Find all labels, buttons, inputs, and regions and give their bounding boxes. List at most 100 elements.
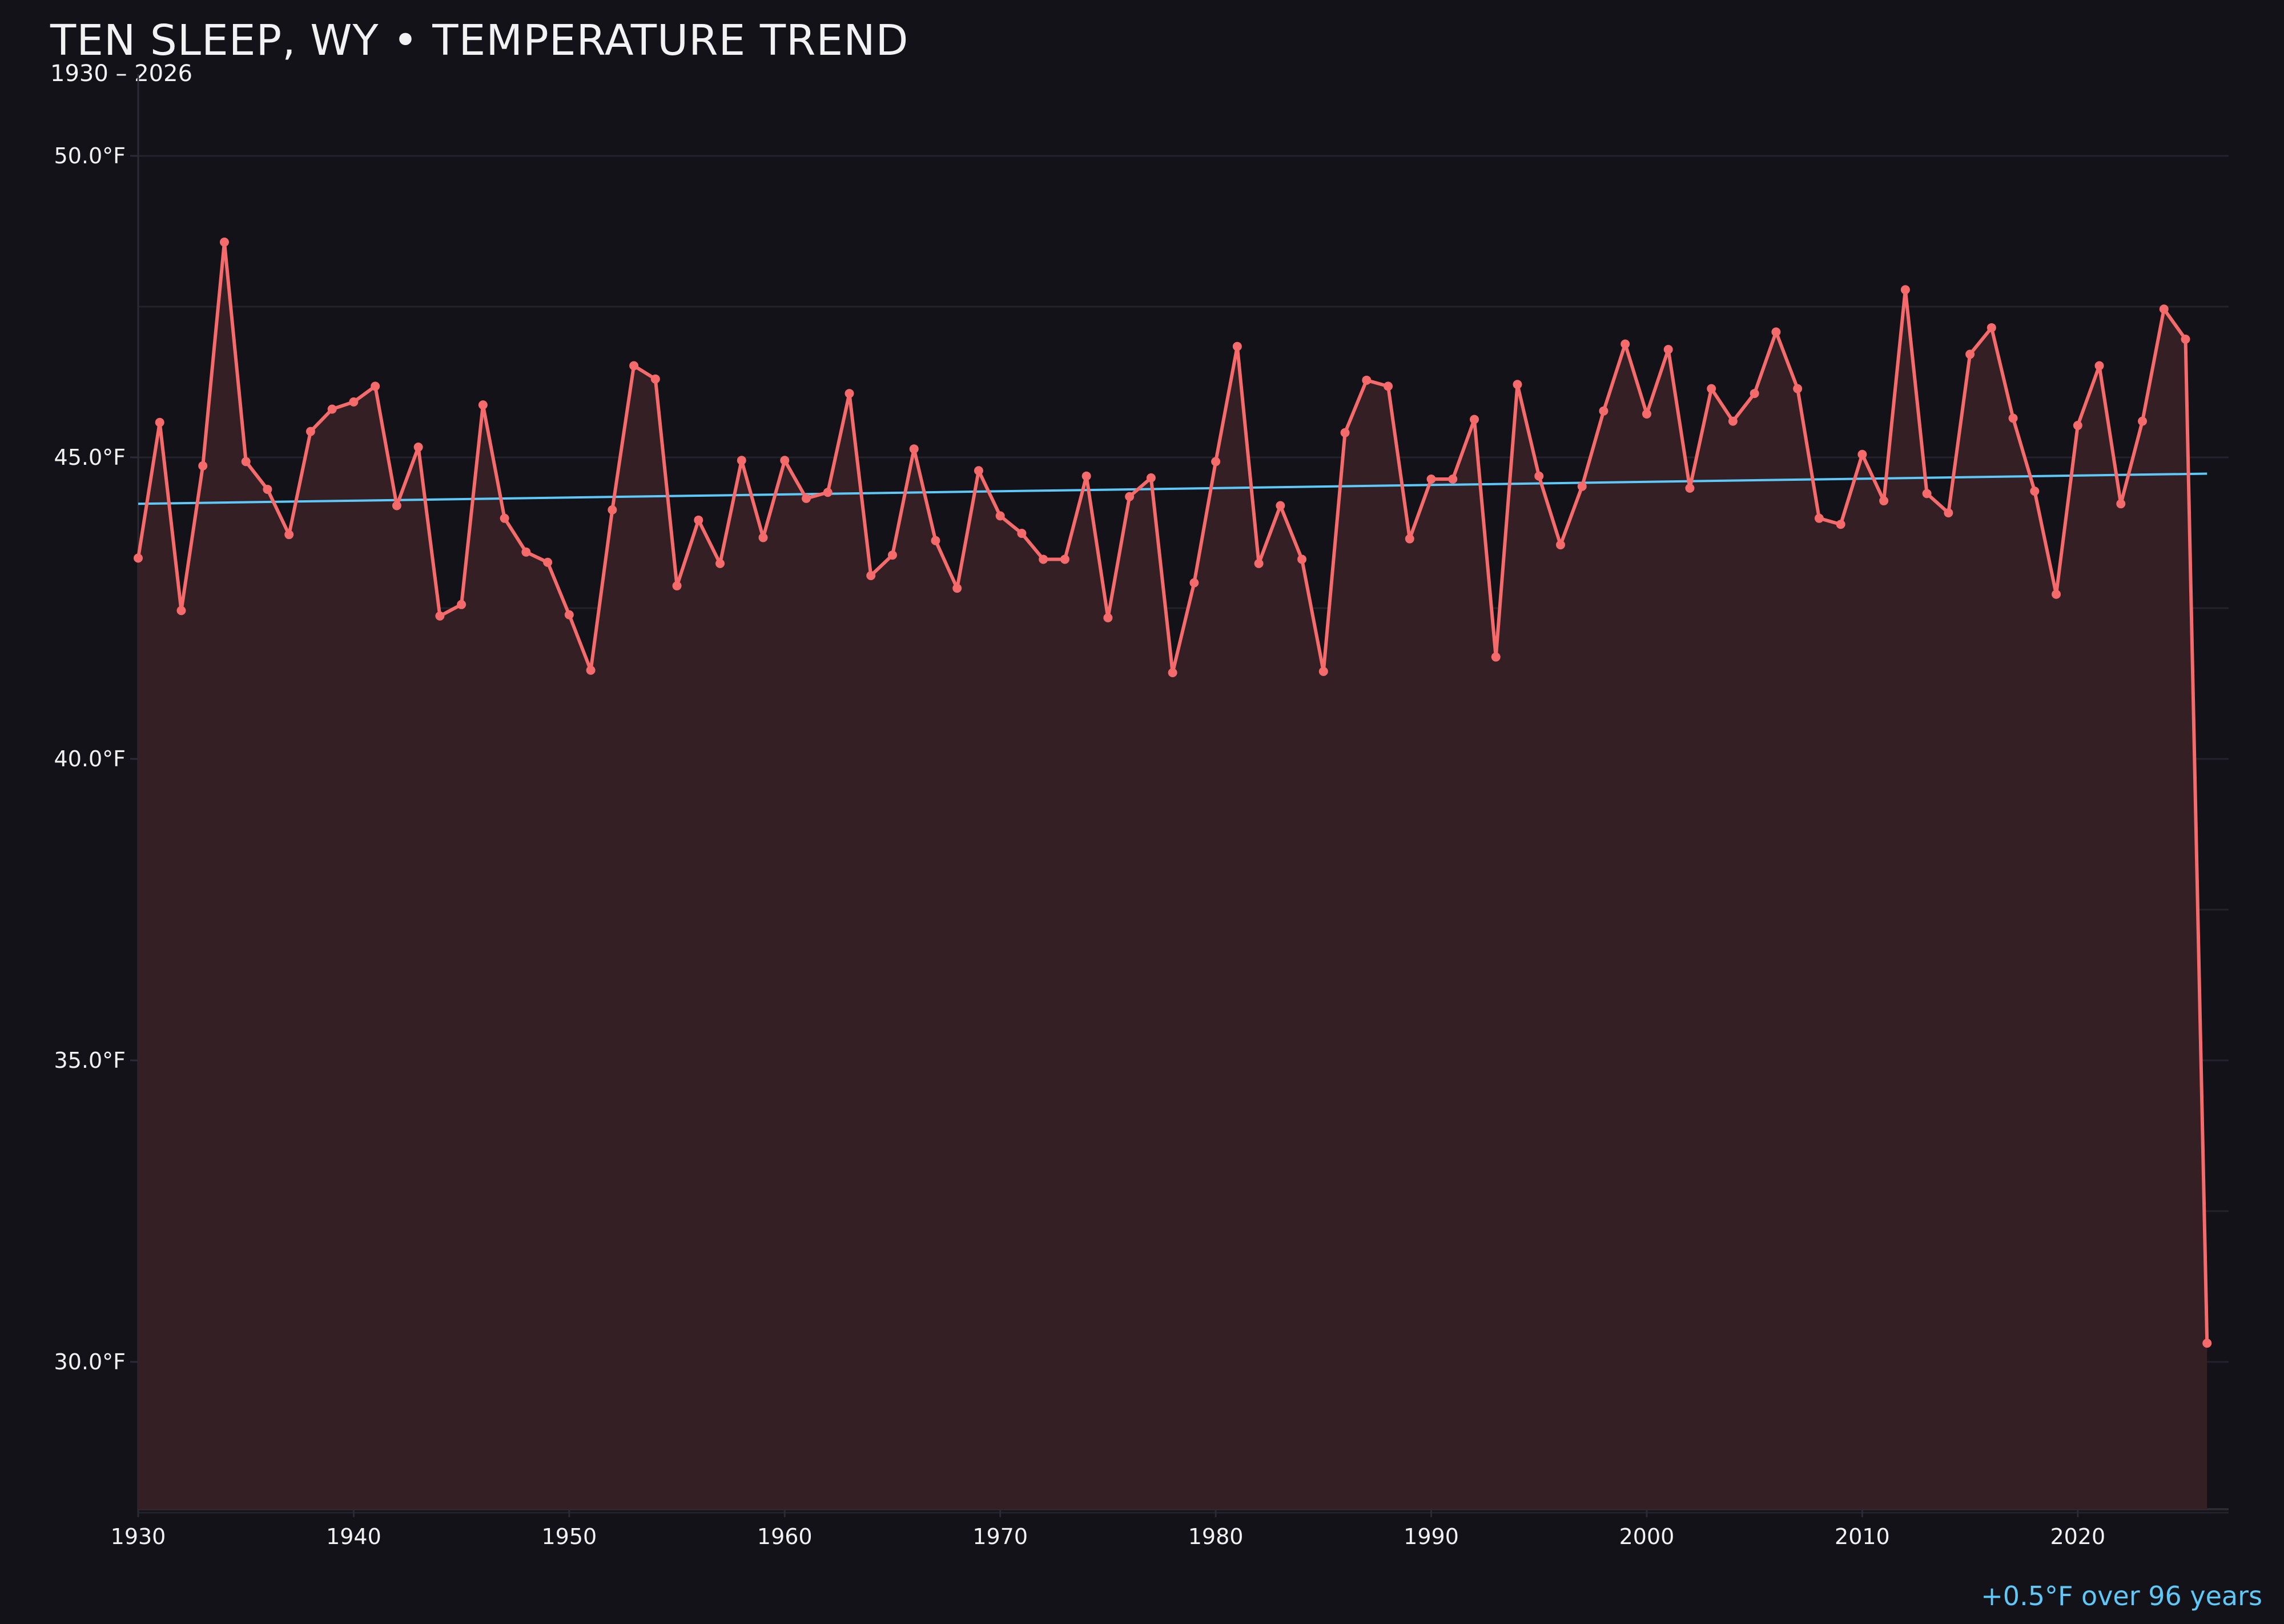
data-point <box>1685 483 1695 493</box>
data-point <box>1017 529 1027 538</box>
data-point <box>371 381 380 391</box>
trend-line <box>138 472 2207 505</box>
data-point <box>802 493 811 503</box>
data-point <box>327 404 337 414</box>
data-point <box>564 610 574 620</box>
x-tick-label: 1970 <box>972 1524 1028 1549</box>
data-point <box>2181 335 2190 344</box>
chart-subtitle: 1930 – 2026 <box>50 61 193 87</box>
y-tick-label: 50.0°F <box>54 143 126 168</box>
data-point <box>1211 457 1221 467</box>
y-tick-label: 45.0°F <box>54 445 126 470</box>
data-point <box>715 558 725 568</box>
data-point <box>1405 534 1414 544</box>
data-point <box>931 536 940 545</box>
data-point <box>1836 520 1845 529</box>
data-point <box>155 417 164 427</box>
data-point <box>1857 449 1867 459</box>
y-tick-label: 30.0°F <box>54 1349 126 1374</box>
data-point <box>1060 554 1069 564</box>
data-point <box>500 513 509 523</box>
x-tick-label: 1950 <box>541 1524 597 1549</box>
data-point <box>866 570 876 580</box>
data-point <box>608 505 617 514</box>
data-point <box>1340 428 1350 437</box>
data-point <box>758 533 768 542</box>
data-point <box>392 501 401 510</box>
data-point <box>1793 384 1803 393</box>
data-point <box>1555 540 1565 550</box>
data-point <box>413 443 423 452</box>
data-point <box>694 515 703 525</box>
data-point <box>1642 409 1651 419</box>
data-point <box>1426 475 1436 484</box>
data-point <box>2052 589 2061 599</box>
data-point <box>1232 341 1242 351</box>
data-point <box>1318 666 1328 676</box>
data-point <box>1879 496 1889 506</box>
data-point <box>349 397 359 407</box>
y-tick-label: 35.0°F <box>54 1048 126 1073</box>
data-point <box>1987 323 1996 332</box>
data-point <box>1168 668 1177 677</box>
data-point <box>845 389 854 399</box>
chart-title: TEN SLEEP, WY • TEMPERATURE TREND <box>50 16 909 65</box>
data-point <box>198 461 208 471</box>
data-point <box>305 427 315 436</box>
data-point <box>134 553 143 563</box>
data-point <box>672 581 682 590</box>
data-point <box>2138 416 2148 426</box>
data-point <box>263 484 272 494</box>
data-point <box>176 606 186 616</box>
x-tick-label: 1940 <box>326 1524 381 1549</box>
temperature-area-fill <box>138 242 2207 1509</box>
data-point <box>887 550 897 560</box>
data-point <box>1577 481 1587 491</box>
data-point <box>1125 492 1135 501</box>
data-point <box>909 444 919 454</box>
data-point <box>1362 375 1372 385</box>
data-point <box>1534 471 1544 481</box>
data-point <box>2030 487 2040 496</box>
data-point <box>2094 361 2104 371</box>
data-point <box>2116 499 2126 509</box>
data-point <box>478 400 488 410</box>
data-point <box>241 457 251 467</box>
data-point <box>219 238 229 247</box>
data-point <box>1081 471 1091 481</box>
data-point <box>952 584 962 593</box>
x-tick-label: 1990 <box>1404 1524 1459 1549</box>
data-point <box>1771 327 1781 337</box>
data-point <box>2008 413 2018 423</box>
data-point <box>1491 652 1501 662</box>
x-tick-label: 1930 <box>111 1524 166 1549</box>
data-point <box>1103 613 1113 622</box>
data-point <box>629 361 639 371</box>
data-point <box>1900 285 1910 295</box>
data-point <box>1663 344 1673 354</box>
data-point <box>1814 513 1824 523</box>
data-point <box>1384 381 1393 391</box>
data-point <box>1922 489 1932 499</box>
data-point <box>586 665 596 675</box>
y-tick-label: 40.0°F <box>54 746 126 771</box>
x-tick-label: 2000 <box>1619 1524 1675 1549</box>
data-point <box>1189 578 1199 588</box>
data-point <box>284 530 294 540</box>
x-tick-label: 1980 <box>1188 1524 1244 1549</box>
data-point <box>1944 508 1953 518</box>
data-point <box>1599 406 1609 416</box>
data-point <box>2202 1338 2212 1348</box>
data-point <box>543 557 553 567</box>
data-point <box>780 456 790 465</box>
data-point <box>1620 339 1630 349</box>
data-point <box>1276 501 1285 510</box>
data-point <box>1039 554 1048 564</box>
data-point <box>737 456 746 465</box>
data-point <box>1254 558 1264 568</box>
data-point <box>995 511 1005 521</box>
x-tick-label: 1960 <box>757 1524 813 1549</box>
trend-annotation: +0.5°F over 96 years <box>1981 1581 2262 1611</box>
data-point <box>1513 380 1522 389</box>
data-point <box>974 466 983 476</box>
